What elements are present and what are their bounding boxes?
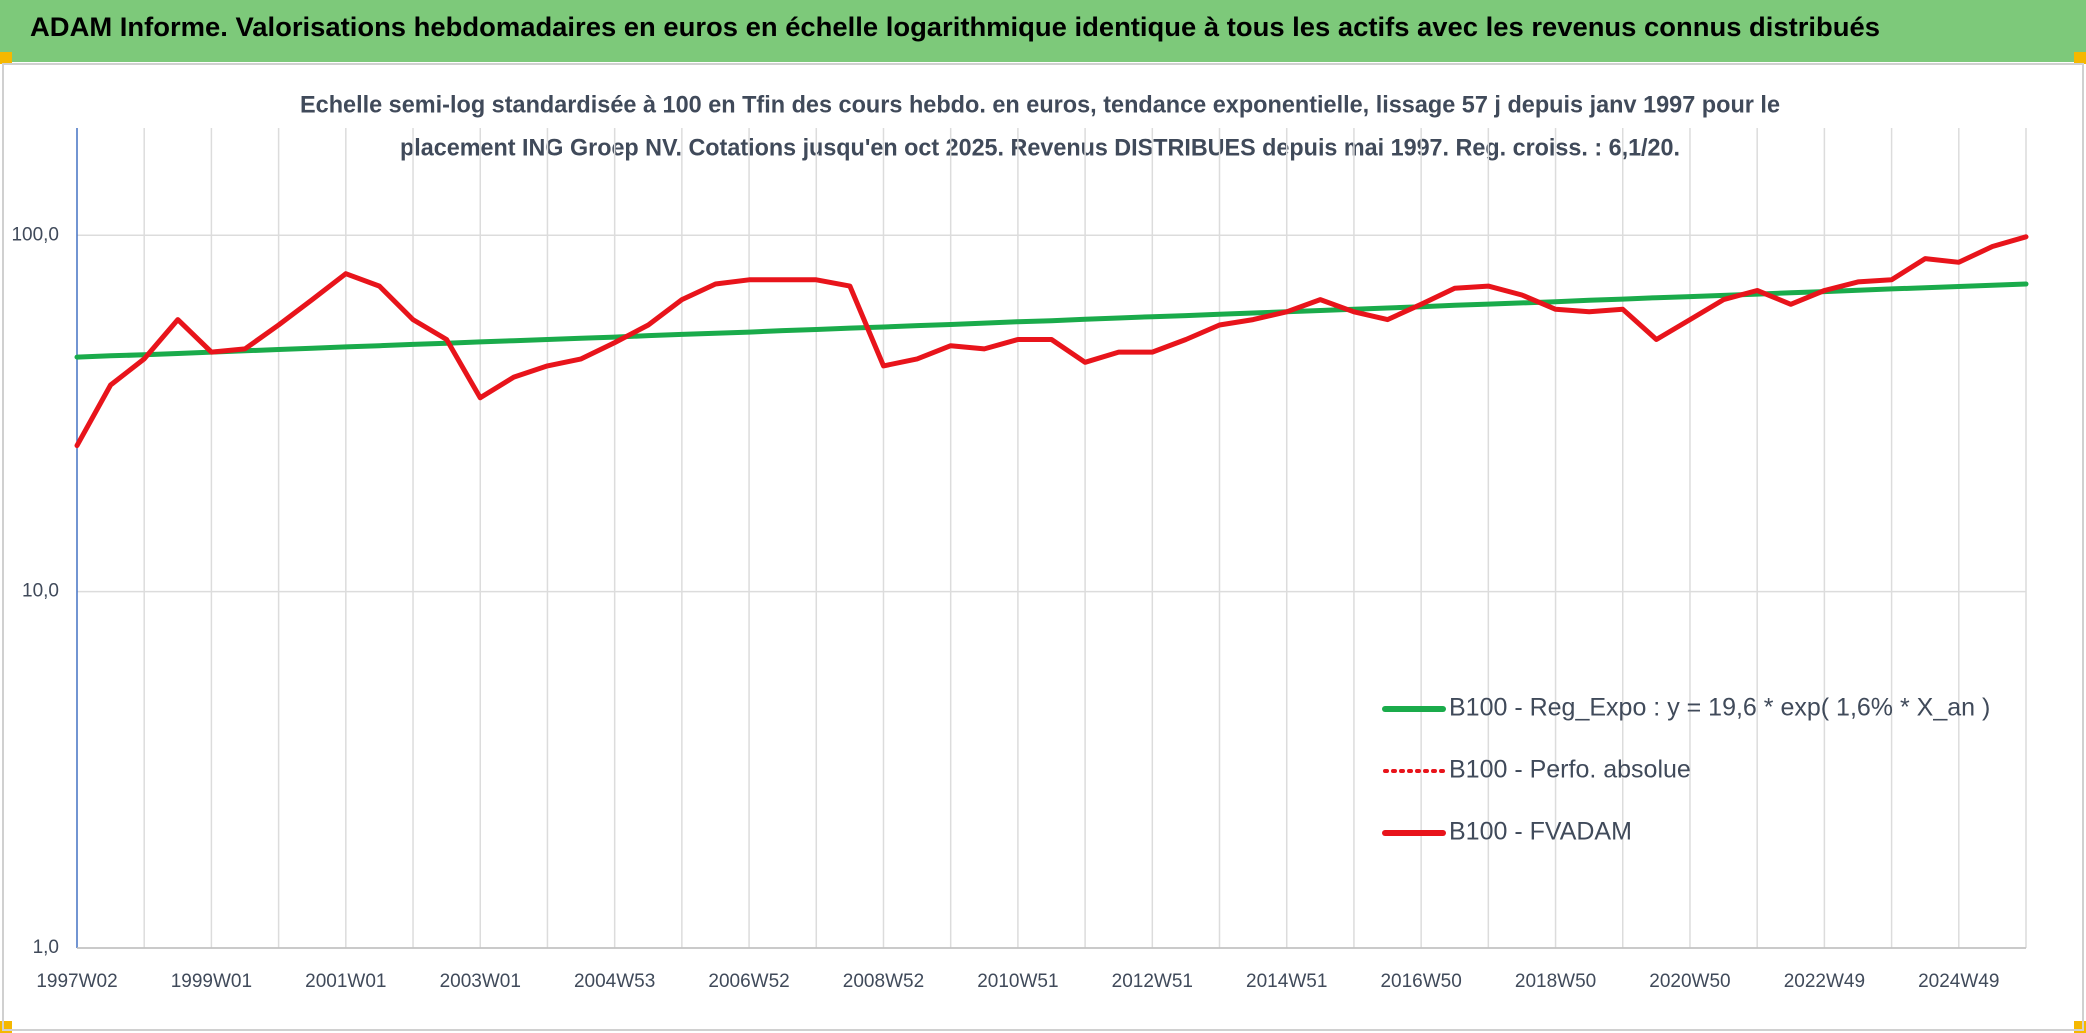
chart-subtitle: placement ING Groep NV. Cotations jusqu'… (400, 134, 1680, 161)
x-tick-label: 1999W01 (171, 971, 252, 992)
x-tick-label: 2008W52 (843, 971, 924, 992)
chart-title: ADAM Informe. Valorisations hebdomadaire… (30, 12, 1880, 42)
legend-label: B100 - Perfo. absolue (1449, 756, 1691, 784)
x-tick-label: 2003W01 (440, 971, 521, 992)
x-tick-label: 2004W53 (574, 971, 655, 992)
x-tick-label: 2014W51 (1246, 971, 1327, 992)
corner (2074, 1021, 2086, 1033)
x-tick-label: 2020W50 (1649, 971, 1730, 992)
legend-label: B100 - FVADAM (1449, 818, 1632, 846)
x-tick-label: 2022W49 (1784, 971, 1865, 992)
corner (2074, 52, 2086, 64)
x-tick-label: 2018W50 (1515, 971, 1596, 992)
x-tick-label: 2001W01 (305, 971, 386, 992)
x-tick-label: 1997W02 (36, 971, 117, 992)
legend-label: B100 - Reg_Expo : y = 19,6 * exp( 1,6% *… (1449, 694, 1990, 722)
series-line (74, 234, 2029, 449)
corner (0, 52, 12, 64)
x-tick-label: 2006W52 (708, 971, 789, 992)
x-tick-label: 2010W51 (977, 971, 1058, 992)
chart-subtitle: Echelle semi-log standardisée à 100 en T… (300, 91, 1780, 118)
header-bar (0, 0, 2086, 62)
y-tick-label: 100,0 (11, 224, 59, 245)
y-tick-label: 10,0 (22, 581, 59, 602)
corner (0, 1021, 12, 1033)
x-tick-label: 2024W49 (1918, 971, 1999, 992)
x-tick-label: 2016W50 (1380, 971, 1461, 992)
y-tick-label: 1,0 (33, 937, 59, 958)
x-tick-label: 2012W51 (1112, 971, 1193, 992)
series-line (74, 281, 2029, 360)
plot-frame (2, 63, 2084, 1031)
